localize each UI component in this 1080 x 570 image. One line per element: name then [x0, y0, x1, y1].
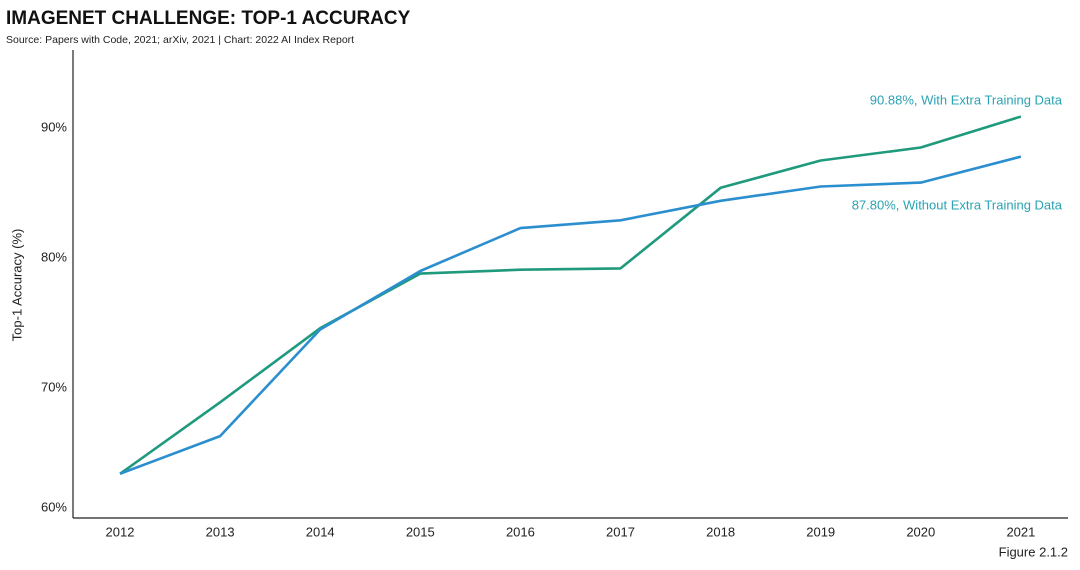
- chart-title: IMAGENET CHALLENGE: TOP-1 ACCURACY: [6, 8, 411, 29]
- y-tick-label: 60%: [41, 499, 67, 514]
- y-axis-title: Top-1 Accuracy (%): [9, 229, 24, 342]
- series-label: 90.88%, With Extra Training Data: [870, 92, 1063, 107]
- x-tick-label: 2021: [1006, 524, 1035, 539]
- x-tick-label: 2020: [906, 524, 935, 539]
- chart-subtitle: Source: Papers with Code, 2021; arXiv, 2…: [6, 34, 354, 46]
- x-tick-label: 2017: [606, 524, 635, 539]
- x-tick-label: 2012: [106, 524, 135, 539]
- x-tick-label: 2014: [306, 524, 335, 539]
- series-label: 87.80%, Without Extra Training Data: [852, 197, 1063, 212]
- x-tick-label: 2015: [406, 524, 435, 539]
- x-tick-label: 2013: [206, 524, 235, 539]
- series-line: [119, 115, 1022, 475]
- y-tick-label: 70%: [41, 379, 67, 394]
- figure-label: Figure 2.1.2: [999, 544, 1068, 559]
- x-tick-label: 2018: [706, 524, 735, 539]
- series-line: [119, 155, 1022, 476]
- x-tick-label: 2019: [806, 524, 835, 539]
- y-tick-label: 90%: [41, 119, 67, 134]
- y-tick-label: 80%: [41, 249, 67, 264]
- x-tick-label: 2016: [506, 524, 535, 539]
